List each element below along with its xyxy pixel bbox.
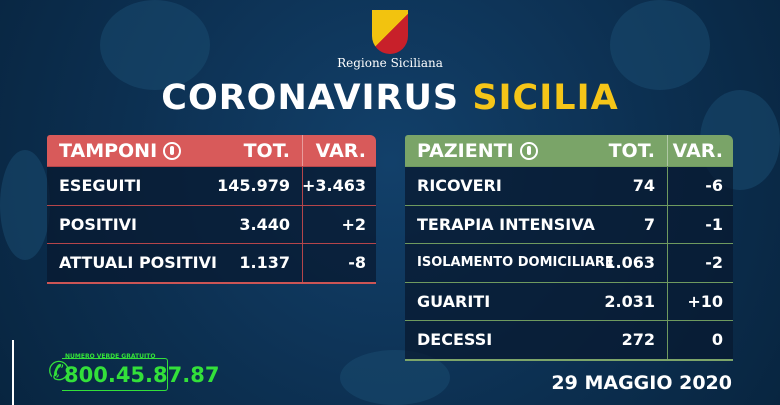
row-tot: 1.063 [604, 253, 655, 273]
title-coronavirus: CORONAVIRUS [161, 78, 460, 118]
tamponi-table: TAMPONI TOT. VAR. ESEGUITI 145.979 +3.463 … [47, 135, 376, 284]
row-label: GUARITI [417, 291, 491, 311]
virus-decoration [610, 0, 710, 90]
table-row: TERAPIA INTENSIVA 7 -1 [405, 204, 733, 243]
row-tot: 1.137 [239, 253, 290, 273]
row-label: ATTUALI POSITIVI [59, 253, 217, 273]
table-row: RICOVERI 74 -6 [405, 166, 733, 205]
row-label: DECESSI [417, 330, 493, 350]
row-label: POSITIVI [59, 214, 138, 234]
row-tot: 74 [632, 176, 655, 196]
row-tot: 2.031 [604, 291, 655, 311]
row-label: RICOVERI [417, 176, 502, 196]
hotline-label: NUMERO VERDE GRATUITO [65, 353, 156, 360]
pazienti-title: PAZIENTI [417, 139, 514, 162]
row-var: +10 [667, 282, 733, 320]
org-name: Regione Siciliana [337, 56, 443, 70]
page-title: CORONAVIRUS SICILIA [0, 78, 780, 118]
table-row: ATTUALI POSITIVI 1.137 -8 [47, 243, 376, 282]
row-tot: 272 [621, 330, 655, 350]
divider [12, 340, 14, 405]
region-logo [372, 10, 408, 54]
tamponi-header: TAMPONI TOT. VAR. [47, 135, 376, 166]
patient-icon [519, 141, 538, 160]
table-row: GUARITI 2.031 +10 [405, 281, 733, 320]
swab-icon [163, 141, 182, 160]
report-date: 29 MAGGIO 2020 [551, 372, 732, 394]
row-label: TERAPIA INTENSIVA [417, 214, 595, 234]
virus-decoration [100, 0, 210, 90]
table-row: DECESSI 272 0 [405, 320, 733, 359]
phone-icon: ✆ [48, 357, 70, 387]
virus-decoration [0, 150, 50, 260]
row-var: +3.463 [302, 167, 376, 205]
row-tot: 3.440 [239, 214, 290, 234]
pazienti-table: PAZIENTI TOT. VAR. RICOVERI 74 -6 TERAPIA … [405, 135, 733, 361]
row-label: ESEGUITI [59, 176, 142, 196]
title-sicilia: SICILIA [472, 78, 619, 118]
col-tot: TOT. [608, 139, 655, 162]
row-label: ISOLAMENTO DOMICILIARE [417, 255, 614, 271]
col-var: VAR. [302, 135, 376, 166]
table-row: ISOLAMENTO DOMICILIARE 1.063 -2 [405, 243, 733, 282]
row-var: -6 [667, 167, 733, 205]
col-tot: TOT. [243, 139, 290, 162]
row-var: -8 [302, 244, 376, 282]
table-row: ESEGUITI 145.979 +3.463 [47, 166, 376, 205]
row-tot: 145.979 [217, 176, 290, 196]
row-var: -1 [667, 205, 733, 243]
row-tot: 7 [643, 214, 655, 234]
hotline-box [62, 358, 168, 391]
row-var: +2 [302, 205, 376, 243]
pazienti-header: PAZIENTI TOT. VAR. [405, 135, 733, 166]
row-var: 0 [667, 321, 733, 359]
row-var: -2 [667, 244, 733, 282]
table-row: POSITIVI 3.440 +2 [47, 204, 376, 243]
hotline-number: 800.45.87.87 [64, 363, 220, 387]
col-var: VAR. [667, 135, 733, 166]
tamponi-title: TAMPONI [59, 139, 158, 162]
